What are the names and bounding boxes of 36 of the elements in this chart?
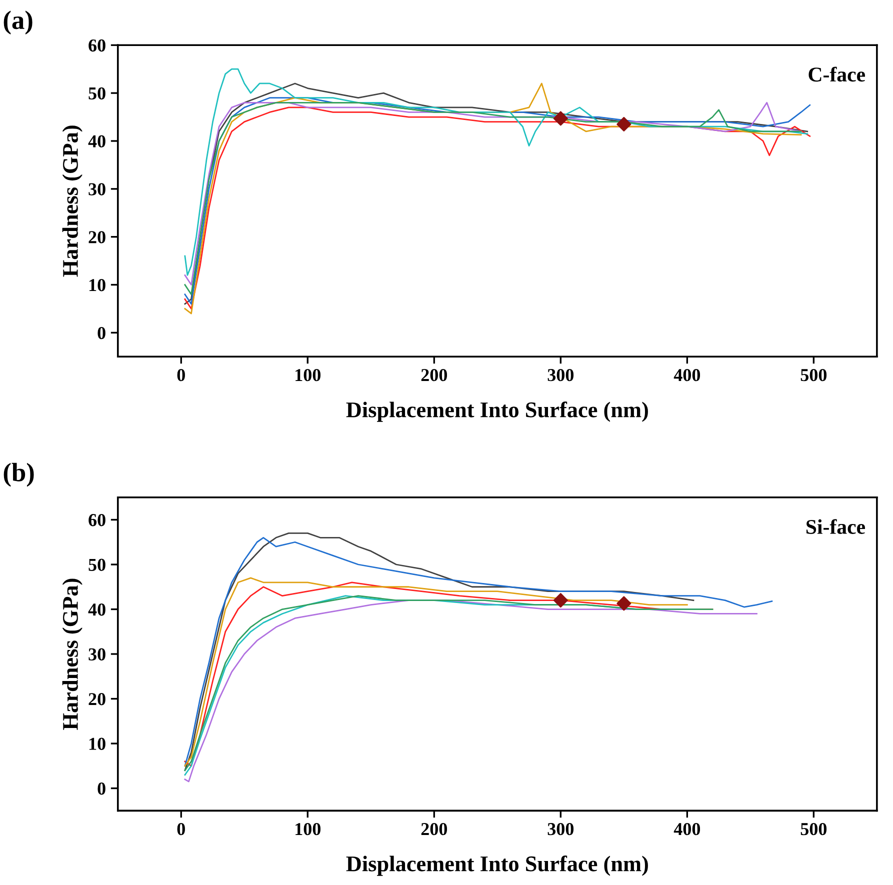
y-axis-title: Hardness (GPa): [62, 126, 82, 277]
x-tick-label: 300: [548, 822, 574, 836]
line-series: [184, 536, 773, 767]
x-tick-label: 100: [296, 368, 320, 382]
y-tick-label: 50: [88, 558, 106, 571]
y-tick-label: 30: [88, 648, 106, 660]
y-tick-label: 60: [88, 514, 106, 526]
y-axis-title: Hardness (GPa): [62, 578, 82, 730]
x-tick-label: 500: [800, 368, 827, 382]
x-tick-label: 400: [674, 822, 700, 836]
annotation: C-face: [808, 66, 865, 82]
y-tick-label: 20: [88, 693, 106, 706]
chart-title: (b): [4, 462, 34, 487]
y-tick-label: 50: [88, 87, 106, 100]
x-tick-label: 200: [421, 368, 447, 382]
x-tick-label: 300: [548, 368, 574, 382]
annotation: Si-face: [806, 519, 865, 534]
chart-title: (a): [4, 10, 32, 35]
x-axis-title: Displacement Into Surface (nm): [346, 402, 648, 422]
x-axis-title: Displacement Into Surface (nm): [346, 856, 648, 876]
line-series: [184, 532, 694, 772]
y-tick-label: 10: [89, 738, 106, 750]
y-tick-label: 20: [88, 231, 106, 244]
y-tick-label: 30: [88, 183, 106, 196]
x-tick-label: 0: [177, 822, 185, 836]
x-tick-label: 400: [674, 368, 700, 382]
x-tick-label: 0: [177, 368, 185, 382]
x-tick-label: 200: [421, 822, 447, 836]
y-tick-label: 60: [88, 39, 106, 52]
y-tick-label: 10: [89, 279, 106, 292]
x-tick-label: 100: [296, 822, 320, 836]
y-tick-label: 40: [88, 604, 106, 616]
y-tick-label: 40: [88, 135, 106, 148]
y-tick-label: 0: [98, 782, 106, 795]
x-tick-label: 500: [800, 822, 827, 836]
y-tick-label: 0: [98, 326, 106, 340]
